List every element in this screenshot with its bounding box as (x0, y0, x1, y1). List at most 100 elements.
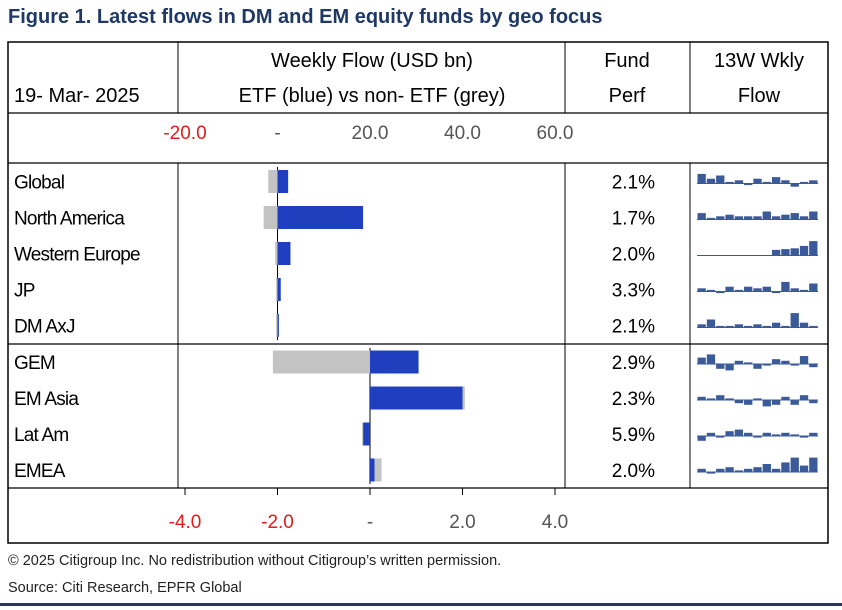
sparkline-bar (762, 325, 771, 328)
etf-bar (370, 350, 419, 374)
non-etf-bar (362, 422, 364, 446)
sparkline (697, 281, 818, 294)
sparkline-bar (725, 214, 734, 220)
etf-bar (277, 206, 364, 229)
sparkline-bar (697, 324, 706, 328)
sparkline-bar (706, 472, 716, 474)
sparkline-bar (744, 286, 753, 292)
sparkline-bar (790, 457, 799, 472)
sparkline-bar (734, 216, 744, 220)
sparkline-bar (781, 249, 790, 256)
table-row: EM Asia 2.3% (14, 386, 818, 410)
fund-perf-value: 5.9% (612, 425, 655, 446)
sparkline-bar (734, 470, 744, 472)
fund-perf-value: 2.0% (612, 461, 655, 482)
sparkline-bar (799, 216, 809, 220)
category-label: EM Asia (14, 389, 79, 410)
sparkline-bar (716, 175, 725, 184)
sparkline-bar (781, 360, 790, 364)
sparkline-bar (753, 398, 762, 400)
tick-label: - (274, 123, 280, 144)
category-label: Western Europe (14, 245, 140, 266)
non-etf-bar (263, 206, 278, 229)
sparkline-bar (706, 319, 716, 328)
sparkline-bar (790, 213, 799, 220)
dm-rows: Global 2.1% North America 1.7% Western Europ… (14, 167, 818, 340)
sparkline-bar (716, 436, 725, 438)
sparkline-bar (809, 364, 818, 368)
etf-bar (370, 386, 463, 410)
category-label: DM AxJ (14, 317, 75, 338)
table-row: JP 3.3% (14, 278, 818, 302)
sparkline-bar (771, 434, 781, 436)
sparkline-bar (781, 432, 790, 436)
sparkline-bar (762, 211, 771, 220)
table-row: Lat Am 5.9% (14, 422, 818, 446)
category-label: JP (14, 281, 35, 302)
table-row: DM AxJ 2.1% (14, 313, 818, 338)
sparkline-bar (771, 216, 781, 220)
bottom-rule (0, 603, 842, 606)
tick-label: 40.0 (444, 123, 481, 144)
flows-chart: 19- Mar- 2025 Weekly Flow (USD bn) ETF (… (7, 41, 829, 544)
sparkline-bar (753, 178, 762, 184)
sparkline (697, 457, 818, 474)
non-etf-bar (374, 458, 382, 482)
sparkline (697, 395, 818, 407)
sparkline-bar (744, 468, 753, 472)
sparkline-bar (753, 288, 762, 292)
sparkline-bar (771, 291, 781, 294)
sparkline-bar (725, 431, 734, 436)
sparkline-bar (790, 248, 799, 256)
sparkline-bar (762, 181, 771, 184)
sparkline-bar (697, 213, 706, 220)
sparkline-bar (734, 400, 744, 404)
non-etf-bar (276, 314, 278, 337)
sparkline-bar (753, 324, 762, 328)
sparkline-bar (799, 465, 809, 472)
table-row: EMEA 2.0% (14, 457, 818, 482)
sparkline-bar (790, 364, 799, 366)
header-date: 19- Mar- 2025 (14, 85, 140, 107)
etf-bar (277, 170, 289, 193)
sparkline-bar (744, 325, 753, 328)
sparkline-bar (716, 364, 725, 369)
sparkline-bar (781, 396, 790, 400)
header-flow-title: Weekly Flow (USD bn) (271, 50, 473, 72)
sparkline-bar (734, 429, 744, 436)
sparkline-bar (790, 288, 799, 292)
tick-label: -2.0 (261, 512, 294, 533)
sparkline-bar (706, 354, 716, 364)
sparkline-bar (744, 400, 753, 405)
sparkline-bar (762, 464, 771, 472)
sparkline-bar (790, 434, 799, 436)
header-perf-2: Perf (609, 85, 646, 107)
sparkline-bar (725, 325, 734, 328)
sparkline-bar (725, 364, 734, 371)
sparkline (697, 173, 818, 187)
table-grid (7, 41, 829, 544)
fund-perf-value: 2.1% (612, 317, 655, 338)
sparkline-bar (781, 214, 790, 220)
sparkline-bar (716, 216, 725, 220)
sparkline-bar (799, 181, 809, 184)
dm-axis-ticks: -20.0-20.0 40.0 60.0 (163, 123, 573, 144)
fund-perf-value: 3.3% (612, 281, 655, 302)
sparkline-bar (753, 216, 762, 220)
non-etf-bar (268, 170, 278, 193)
sparkline-bar (790, 183, 799, 187)
etf-bar (277, 278, 281, 301)
header-perf-1: Fund (604, 50, 650, 72)
sparkline-bar (809, 180, 818, 184)
table-row: GEM 2.9% (14, 350, 818, 374)
category-label: Lat Am (14, 425, 68, 446)
sparkline-bar (744, 216, 753, 220)
sparkline-bar (706, 217, 716, 220)
fund-perf-value: 2.0% (612, 245, 655, 266)
sparkline (697, 429, 818, 441)
copyright-note: © 2025 Citigroup Inc. No redistribution … (8, 553, 502, 569)
sparkline-bar (781, 180, 790, 184)
sparkline-bar (799, 322, 809, 328)
table-row: Global 2.1% (14, 170, 818, 194)
sparkline-bar (753, 364, 762, 369)
